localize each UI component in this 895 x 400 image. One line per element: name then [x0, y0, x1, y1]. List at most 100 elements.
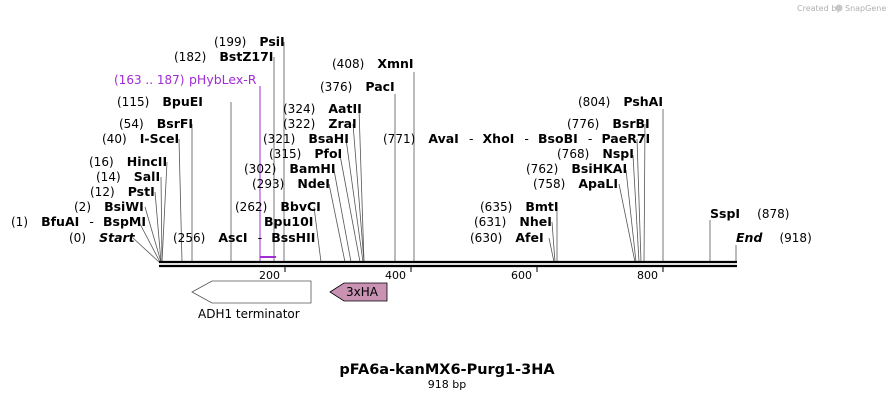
leader-zrai [352, 123, 365, 263]
site-pshai-pos: (804) [578, 95, 610, 109]
site-xmni-label[interactable]: (408) XmnI [332, 53, 414, 72]
site-psti-label[interactable]: (12) PstI [90, 181, 155, 200]
site-bbvci-label[interactable]: (262) BbvCI [235, 196, 321, 215]
leader-aatii [358, 108, 365, 263]
leader-bamhi [333, 169, 352, 263]
site-avai-sep-2: - [524, 131, 529, 146]
site-start-name: Start [99, 230, 136, 245]
leader-bsrbi [643, 123, 646, 263]
site-hincii-label[interactable]: (16) HincII [89, 151, 167, 170]
site-scei-label[interactable]: (40) I-SceI [102, 128, 179, 147]
site-bpuei-label[interactable]: (115) BpuEI [117, 91, 203, 110]
credit-label: Created by [797, 4, 841, 13]
primer-range: (163 .. 187) [114, 73, 184, 87]
site-start-label[interactable]: (0) Start [69, 227, 136, 246]
site-psti-pos: (12) [90, 185, 115, 199]
site-psii-name: PsiI [259, 34, 284, 49]
site-bmti-pos: (635) [480, 200, 512, 214]
site-bpu10i-label[interactable]: Bpu10I [264, 214, 313, 229]
site-end-label[interactable]: End (918) [736, 227, 812, 246]
site-bsihkai-name: BsiHKAI [571, 161, 627, 176]
site-sali-label[interactable]: (14) SalI [96, 166, 160, 185]
leader-pfoi [339, 154, 361, 263]
site-bbvci-pos: (262) [235, 200, 267, 214]
site-avai-label[interactable]: (771) AvaI - XhoI - BsoBI - PaeR7I [383, 128, 650, 147]
site-bamhi-pos: (302) [244, 162, 276, 176]
site-pfoi-name: PfoI [314, 146, 342, 161]
site-nspi-pos: (768) [557, 147, 589, 161]
site-bbvci-name: BbvCI [280, 199, 320, 214]
site-zrai-label[interactable]: (322) ZraI [283, 113, 357, 132]
feature-adh1-terminator-arrow[interactable] [191, 280, 312, 304]
site-bstz17i-label[interactable]: (182) BstZ17I [174, 46, 273, 65]
site-xhoi-name: XhoI [483, 131, 515, 146]
site-bsahi-pos: (321) [263, 132, 295, 146]
site-bsihkai-pos: (762) [526, 162, 558, 176]
site-apali-name: ApaLI [578, 176, 618, 191]
site-paci-label[interactable]: (376) PacI [320, 76, 395, 95]
site-bmti-name: BmtI [525, 199, 558, 214]
feature-3xha-arrow[interactable] [329, 282, 388, 302]
site-psii-pos: (199) [214, 35, 246, 49]
plasmid-name: pFA6a-kanMX6-Purg1-3HA [339, 362, 555, 378]
leader-nhei [551, 221, 556, 263]
site-bmti-label[interactable]: (635) BmtI [480, 196, 559, 215]
site-xmni-pos: (408) [332, 57, 364, 71]
tick-label-800: 800 [637, 269, 658, 282]
site-afei-name: AfeI [515, 230, 543, 245]
site-bpuei-name: BpuEI [162, 94, 203, 109]
leader-bsihkai [625, 169, 637, 263]
site-bspmi-name: BspMI [103, 214, 146, 229]
site-bsiwi-label[interactable]: (2) BsiWI [74, 196, 144, 215]
site-sali-name: SalI [134, 169, 160, 184]
site-sali-pos: (14) [96, 170, 121, 184]
tick-label-400: 400 [385, 269, 406, 282]
site-bsahi-name: BsaHI [308, 131, 349, 146]
site-nspi-name: NspI [602, 146, 634, 161]
feature-3xha-label: 3xHA [346, 285, 379, 299]
site-pfoi-label[interactable]: (315) PfoI [269, 143, 342, 162]
site-zrai-pos: (322) [283, 117, 315, 131]
site-psii-label[interactable]: (199) PsiI [214, 31, 285, 50]
site-pshai-label[interactable]: (804) PshAI [578, 91, 663, 110]
site-bamhi-label[interactable]: (302) BamHI [244, 158, 335, 177]
site-bfuai-sep: - [89, 214, 94, 229]
site-nspi-label[interactable]: (768) NspI [557, 143, 634, 162]
site-bsobi-name: BsoBI [538, 131, 578, 146]
site-ndei-label[interactable]: (293) NdeI [252, 173, 330, 192]
site-bstz17i-pos: (182) [174, 50, 206, 64]
site-afei-pos: (630) [470, 231, 502, 245]
site-sspi-label[interactable]: SspI (878) [710, 203, 789, 222]
site-end-name: End [736, 230, 763, 245]
site-sspi-pos: (878) [757, 207, 789, 221]
credit-brand: SnapGene [845, 4, 886, 13]
leader-scei [178, 138, 183, 263]
site-bamhi-name: BamHI [289, 161, 335, 176]
site-bpuei-pos: (115) [117, 95, 149, 109]
site-xmni-name: XmnI [377, 56, 413, 71]
site-end-pos: (918) [779, 231, 811, 245]
site-bfuai-label[interactable]: (1) BfuAI - BspMI [11, 211, 146, 230]
site-ndei-name: NdeI [297, 176, 330, 191]
site-bsrbi-label[interactable]: (776) BsrBI [567, 113, 650, 132]
site-apali-label[interactable]: (758) ApaLI [533, 173, 618, 192]
site-asci-label[interactable]: (256) AscI - BssHII [173, 227, 315, 246]
site-bsrbi-pos: (776) [567, 117, 599, 131]
site-paci-pos: (376) [320, 80, 352, 94]
site-bfuai-name: BfuAI [41, 214, 79, 229]
site-bsrfi-label[interactable]: (54) BsrFI [119, 113, 193, 132]
site-bsiwi-pos: (2) [74, 200, 91, 214]
site-afei-label[interactable]: (630) AfeI [470, 227, 544, 246]
leader-bsiwi [144, 206, 162, 263]
site-pfoi-pos: (315) [269, 147, 301, 161]
site-avai-sep-3: - [588, 131, 593, 146]
site-aatii-label[interactable]: (324) AatII [283, 98, 362, 117]
site-bsahi-label[interactable]: (321) BsaHI [263, 128, 349, 147]
site-nhei-label[interactable]: (631) NheI [474, 211, 552, 230]
site-bsihkai-label[interactable]: (762) BsiHKAI [526, 158, 627, 177]
snapgene-logo-icon [835, 4, 843, 12]
site-nhei-name: NheI [519, 214, 552, 229]
primer-name: pHybLex-R [189, 72, 257, 87]
site-bsshii-name: BssHII [271, 230, 315, 245]
